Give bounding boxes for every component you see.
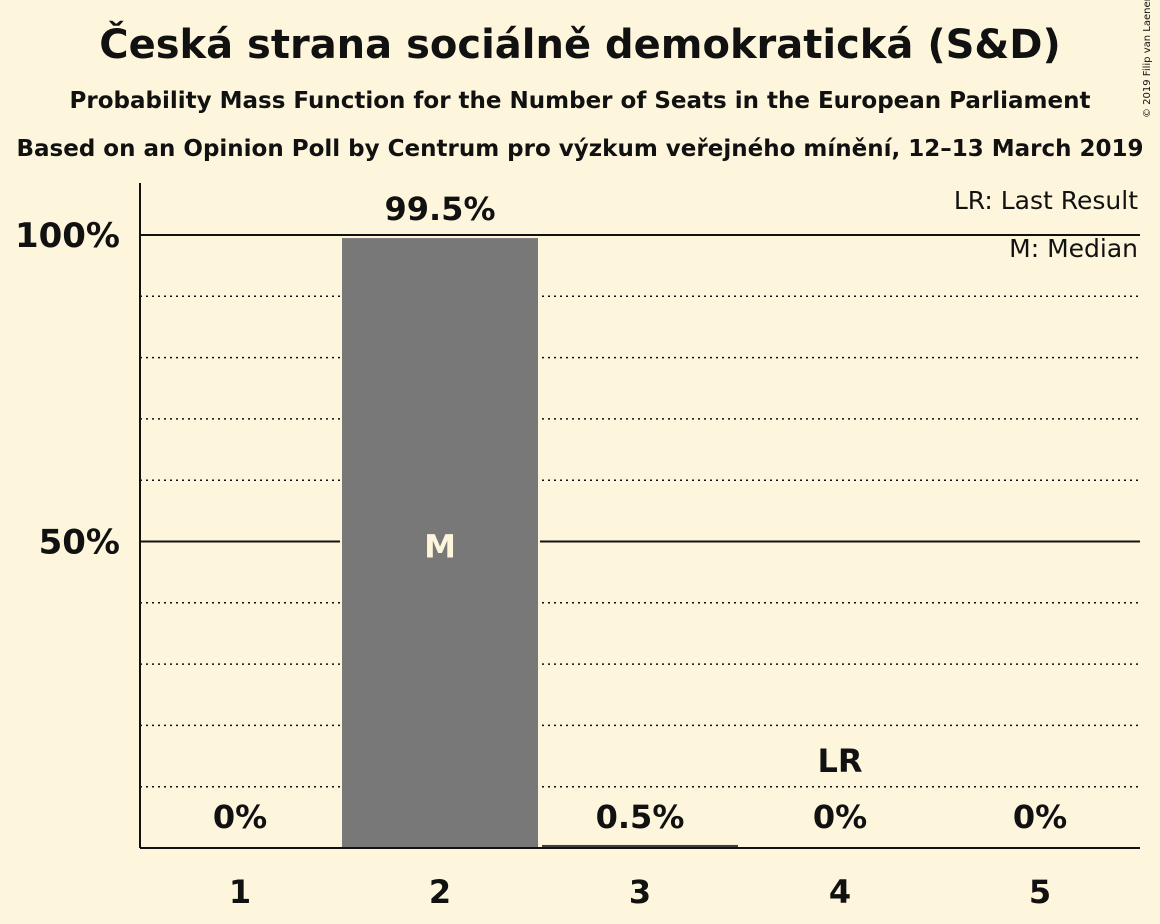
value-label: 0.5% bbox=[596, 798, 685, 836]
median-marker: M bbox=[424, 528, 456, 566]
value-label: 0% bbox=[1013, 798, 1067, 836]
x-tick-label: 1 bbox=[229, 873, 251, 911]
x-tick-label: 4 bbox=[829, 873, 851, 911]
y-tick-label: 100% bbox=[15, 216, 120, 256]
legend-last-result: LR: Last Result bbox=[954, 186, 1138, 215]
x-tick-label: 5 bbox=[1029, 873, 1051, 911]
x-tick-label: 2 bbox=[429, 873, 451, 911]
value-label: 0% bbox=[213, 798, 267, 836]
x-tick-label: 3 bbox=[629, 873, 651, 911]
chart-subtitle: Probability Mass Function for the Number… bbox=[69, 88, 1091, 114]
bar-seat-2 bbox=[342, 238, 538, 848]
chart-title: Česká strana sociálně demokratická (S&D) bbox=[99, 22, 1061, 68]
chart-source-subtitle: Based on an Opinion Poll by Centrum pro … bbox=[16, 136, 1144, 162]
value-label: 99.5% bbox=[384, 190, 495, 228]
value-label: 0% bbox=[813, 798, 867, 836]
bar-seat-3 bbox=[542, 844, 738, 848]
y-tick-label: 50% bbox=[39, 523, 120, 563]
legend-median: M: Median bbox=[1009, 234, 1138, 263]
last-result-marker: LR bbox=[817, 742, 862, 780]
